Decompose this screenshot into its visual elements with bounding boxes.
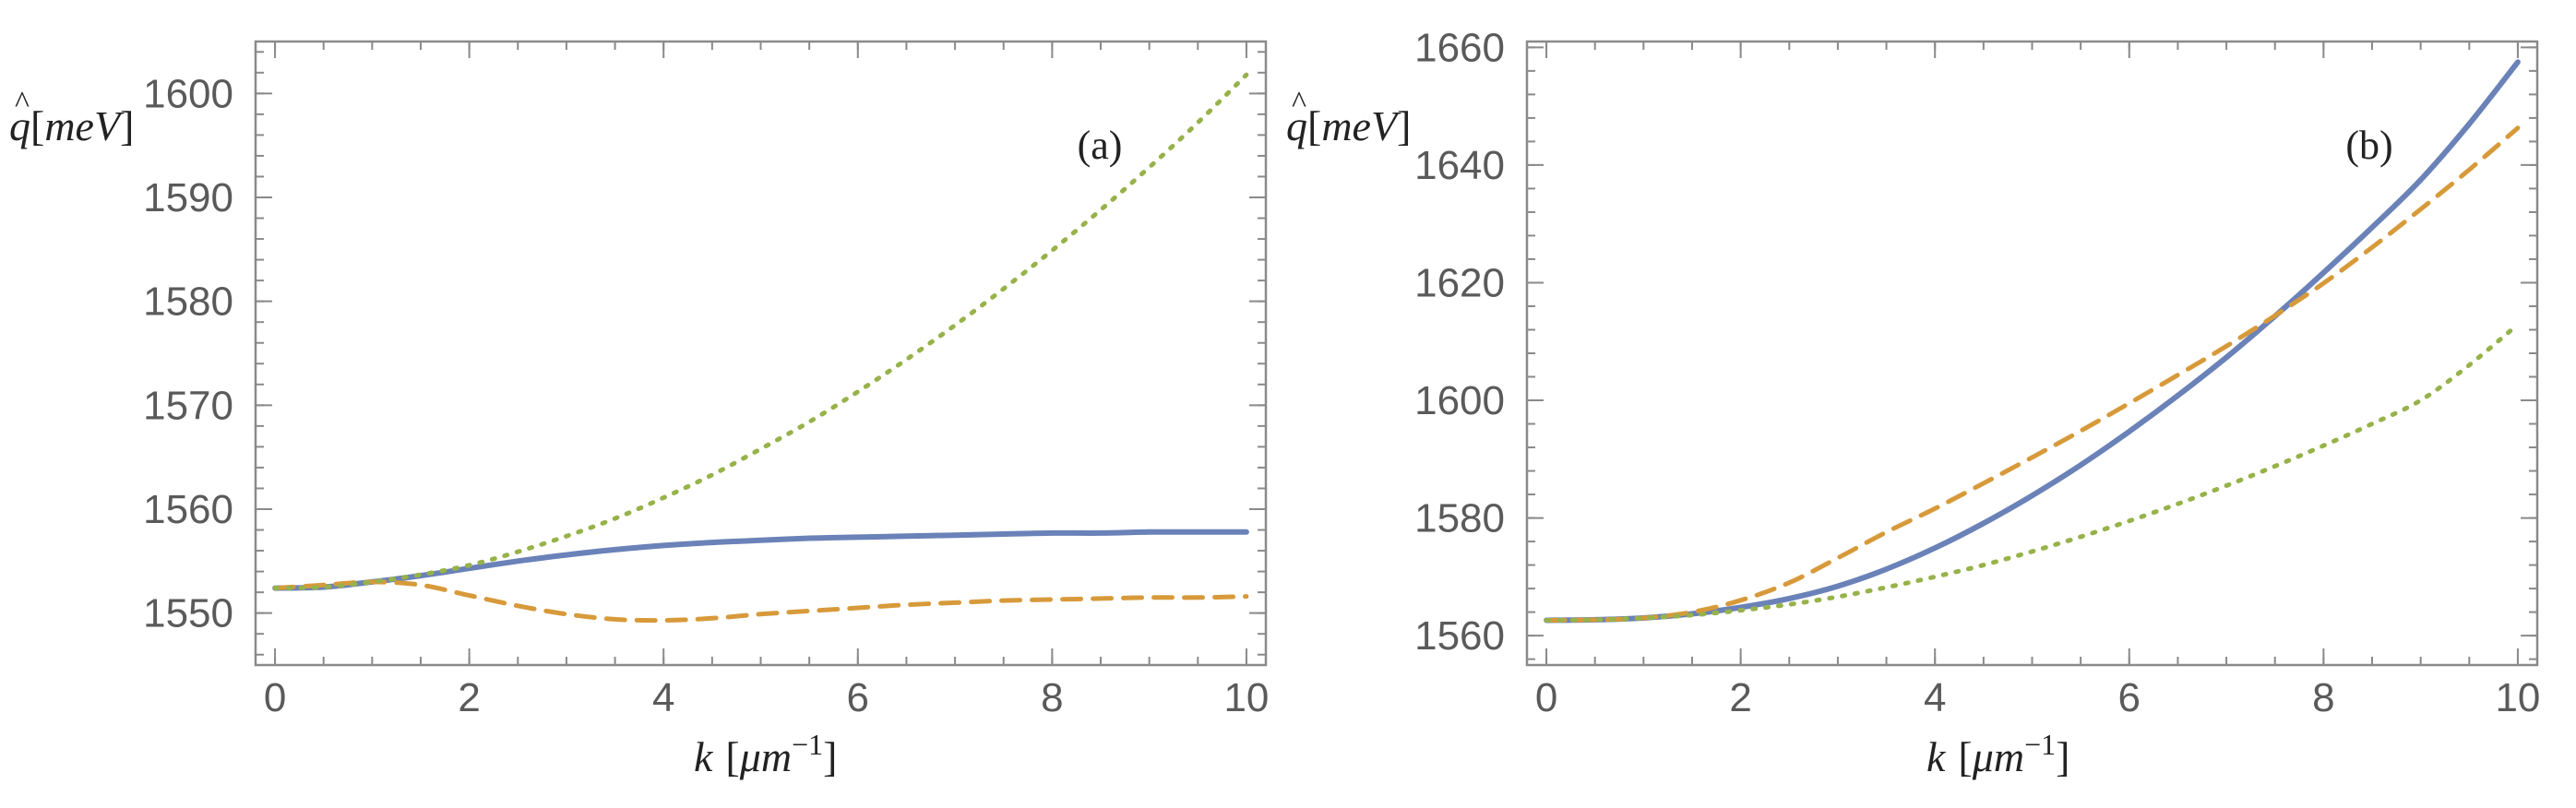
y-label-var-a: q [9,102,30,149]
y-tick-labels-b: 1560 1580 1600 1620 1640 1660 [1414,25,1505,659]
x-tick-label-a: 8 [1041,675,1063,720]
x-label-exp-a: −1 [792,728,823,761]
y-label-close-b: ] [1397,102,1411,149]
y-tick-label-b: 1600 [1414,378,1505,423]
x-tick-label-b: 4 [1924,675,1946,720]
y-label-close-a: ] [120,102,134,149]
x-tick-label-a: 2 [458,675,480,720]
x-axis-label-b: k [μm−1] [1926,728,2069,780]
y-tick-label-a: 1580 [143,279,233,325]
x-label-open-b: [ [1958,733,1972,780]
x-tick-labels-b: 0 2 4 6 8 10 [1535,675,2541,720]
y-tick-label-a: 1590 [143,175,233,220]
y-axis-label-b: q[meV] ^ [1286,86,1411,149]
y-tick-label-b: 1640 [1414,143,1505,188]
x-label-exp-b: −1 [2024,728,2056,761]
panel-label-a: (a) [1078,123,1123,168]
x-tick-label-b: 0 [1535,675,1557,720]
y-tick-label-a: 1600 [143,71,233,116]
x-label-open-a: [ [725,733,739,780]
series-group-b [1544,59,2521,624]
x-tick-label-a: 6 [847,675,869,720]
major-ticks-b [1527,42,2537,665]
x-label-unit-a: μm [739,733,792,780]
y-label-open-b: [ [1307,102,1321,149]
x-tick-label-a: 0 [264,675,286,720]
x-tick-labels-a: 0 2 4 6 8 10 [264,675,1270,720]
series-line-dotted-b [1544,322,2521,623]
y-tick-label-b: 1660 [1414,25,1505,70]
y-label-unit-b: meV [1321,102,1401,149]
y-label-var-b: q [1286,102,1307,149]
y-label-open-a: [ [30,102,44,149]
svg-text:q[meV]: q[meV] [9,102,134,149]
y-tick-label-b: 1580 [1414,496,1505,541]
x-label-close-b: ] [2056,733,2069,780]
y-label-hat-mark-b: ^ [1292,86,1306,120]
x-tick-label-b: 6 [2118,675,2141,720]
series-line-dotted-a [272,72,1249,591]
x-tick-label-a: 4 [652,675,674,720]
x-label-var-a: k [694,733,714,780]
svg-text:q[meV]: q[meV] [1286,102,1411,149]
y-tick-label-a: 1570 [143,383,233,428]
y-tick-label-a: 1550 [143,591,233,636]
y-tick-label-a: 1560 [143,487,233,532]
major-ticks-a [256,42,1266,665]
x-tick-label-b: 8 [2312,675,2334,720]
x-label-close-a: ] [823,733,837,780]
series-group-a [272,72,1249,624]
y-tick-label-b: 1620 [1414,260,1505,305]
x-axis-label-a: k [μm−1] [694,728,837,780]
x-tick-label-a: 10 [1223,675,1269,720]
x-tick-label-b: 10 [2495,675,2540,720]
panel-label-b: (b) [2345,123,2392,168]
y-tick-label-b: 1560 [1414,613,1505,659]
y-label-unit-a: meV [44,102,125,149]
y-axis-label-a: q[meV] ^ [9,86,134,149]
x-label-unit-b: μm [1972,733,2024,780]
series-line-solid-a [272,529,1249,591]
x-tick-label-b: 2 [1729,675,1751,720]
series-line-dashed-a [272,579,1249,624]
x-label-var-b: k [1926,733,1947,780]
y-label-hat-mark-a: ^ [15,86,30,120]
series-line-dashed-b [1544,125,2521,623]
y-tick-labels-a: 1550 1560 1570 1580 1590 1600 [143,71,233,636]
